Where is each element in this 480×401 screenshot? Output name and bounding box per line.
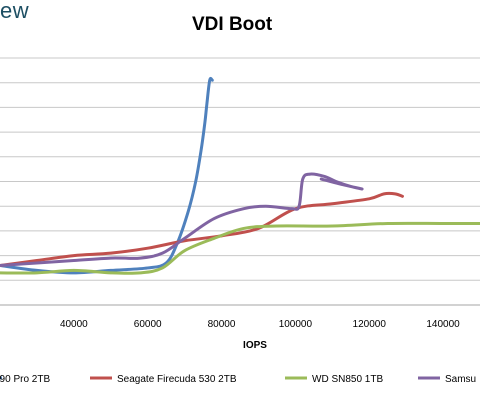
x-tick-label: 80000 — [208, 319, 236, 330]
x-tick-label: 60000 — [134, 319, 162, 330]
series-lines — [0, 76, 480, 275]
legend: 990 Pro 2TB Seagate Firecuda 530 2TB WD SN… — [0, 374, 476, 385]
x-tick-label: 120000 — [353, 319, 387, 330]
x-tick-label: 40000 — [60, 319, 88, 330]
series-line-3 — [0, 221, 480, 275]
legend-label: 990 Pro 2TB — [0, 374, 50, 385]
x-tick-label: 100000 — [279, 319, 313, 330]
legend-label: WD SN850 1TB — [312, 374, 383, 385]
x-axis-label: IOPS — [243, 340, 267, 351]
gridlines — [0, 57, 480, 306]
x-tick-labels: 40000 60000 80000 100000 120000 140000 — [60, 319, 460, 330]
series-line-1 — [0, 76, 214, 275]
x-tick-label: 140000 — [426, 319, 460, 330]
legend-label: Samsu — [445, 374, 476, 385]
series-line-4 — [0, 172, 364, 267]
chart-title: VDI Boot — [192, 14, 273, 35]
series-line-2 — [0, 191, 404, 267]
legend-label: Seagate Firecuda 530 2TB — [117, 374, 237, 385]
logo-text: ew — [0, 0, 30, 23]
